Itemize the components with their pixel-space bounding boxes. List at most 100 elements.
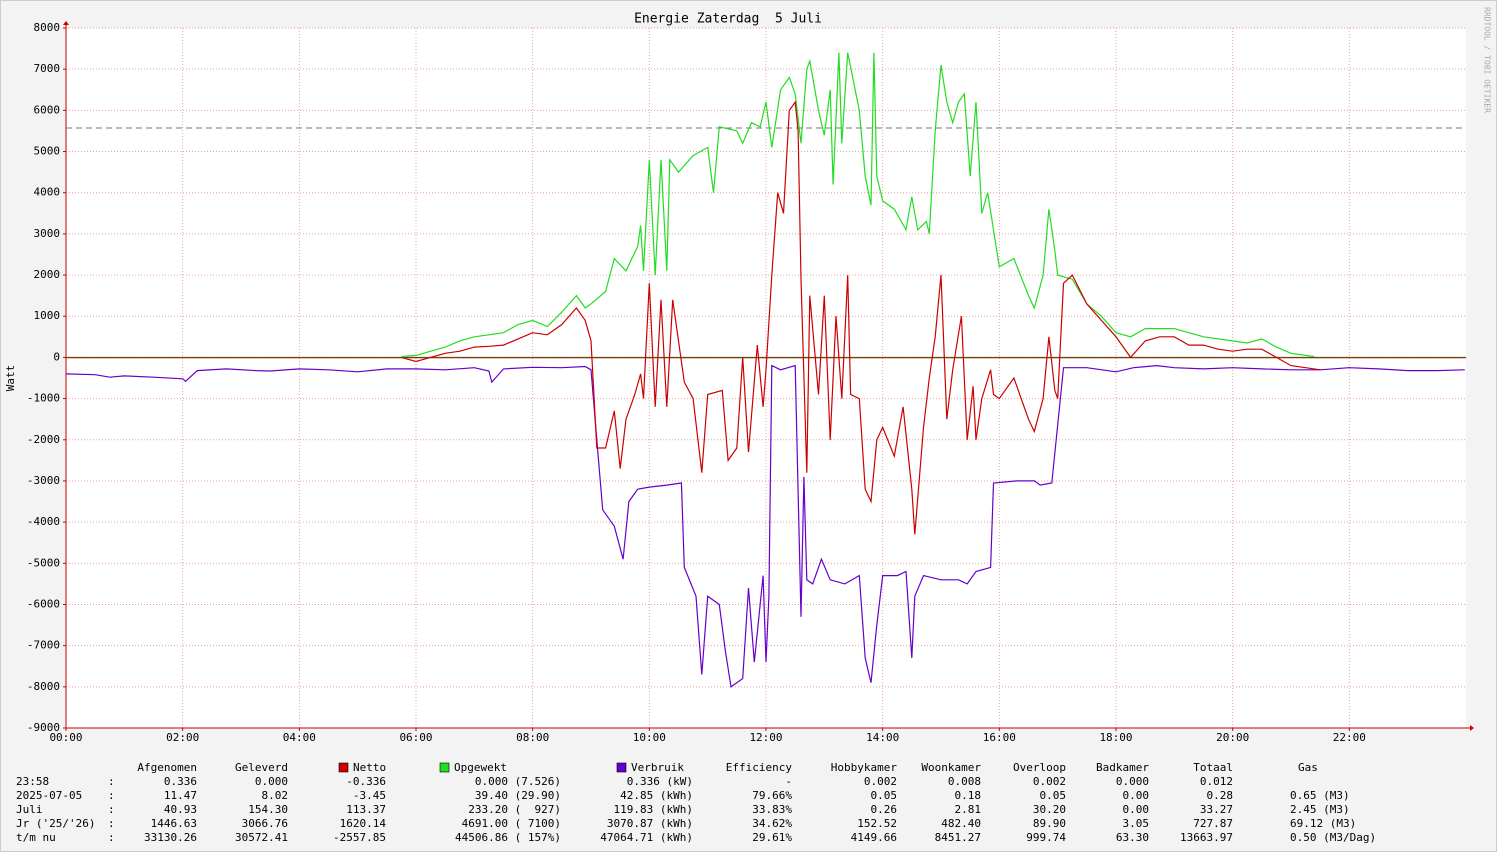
table-cell: 0.65 (M3) <box>1290 789 1350 802</box>
table-cell: 119.83 (kWh) <box>614 803 693 816</box>
y-tick-label: 4000 <box>34 186 61 199</box>
x-tick-label: 08:00 <box>516 731 549 744</box>
y-tick-label: 3000 <box>34 227 61 240</box>
table-cell: 33.83% <box>752 803 792 816</box>
column-header: Hobbykamer <box>831 761 898 774</box>
legend-label: Opgewekt <box>454 761 507 774</box>
y-tick-label: -5000 <box>27 556 60 569</box>
y-tick-label: -7000 <box>27 639 60 652</box>
table-cell: 0.008 <box>948 775 981 788</box>
table-cell: 0.05 <box>1040 789 1067 802</box>
table-cell: 0.000 <box>1116 775 1149 788</box>
table-cell: 0.28 <box>1207 789 1234 802</box>
table-cell: 39.40 (29.90) <box>475 789 561 802</box>
table-cell: 30572.41 <box>235 831 288 844</box>
column-header: Badkamer <box>1096 761 1149 774</box>
row-label: 2025-07-05 <box>16 789 82 802</box>
table-cell: 63.30 <box>1116 831 1149 844</box>
table-cell: 30.20 <box>1033 803 1066 816</box>
x-tick-label: 18:00 <box>1099 731 1132 744</box>
x-tick-label: 16:00 <box>983 731 1016 744</box>
row-label: 23:58 <box>16 775 49 788</box>
y-tick-label: -9000 <box>27 721 60 734</box>
x-tick-label: 06:00 <box>399 731 432 744</box>
table-cell: 33.27 <box>1200 803 1233 816</box>
row-label: t/m nu <box>16 831 56 844</box>
x-tick-label: 20:00 <box>1216 731 1249 744</box>
x-tick-label: 22:00 <box>1333 731 1366 744</box>
table-cell: 1620.14 <box>340 817 387 830</box>
column-header: Geleverd <box>235 761 288 774</box>
x-axis-arrow <box>1470 725 1474 731</box>
table-cell: 11.47 <box>164 789 197 802</box>
table-cell: 69.12 (M3) <box>1290 817 1356 830</box>
table-cell: 4149.66 <box>851 831 897 844</box>
series-line <box>401 52 1315 358</box>
table-cell: - <box>785 775 792 788</box>
table-cell: 3066.76 <box>242 817 288 830</box>
row-separator: : <box>108 817 115 830</box>
column-header: Gas <box>1298 761 1318 774</box>
legend-label: Verbruik <box>631 761 684 774</box>
table-cell: 3070.87 (kWh) <box>607 817 693 830</box>
table-cell: 727.87 <box>1193 817 1233 830</box>
y-tick-label: -2000 <box>27 433 60 446</box>
table-cell: 29.61% <box>752 831 792 844</box>
y-tick-label: -8000 <box>27 680 60 693</box>
table-cell: -0.336 <box>346 775 386 788</box>
y-tick-label: 2000 <box>34 268 61 281</box>
chart-title: Energie Zaterdag 5 Juli <box>634 12 822 27</box>
series-line <box>65 364 1465 688</box>
table-cell: 233.20 ( 927) <box>468 803 561 816</box>
table-cell: 0.18 <box>955 789 982 802</box>
y-tick-label: 0 <box>53 350 60 363</box>
table-cell: 44506.86 ( 157%) <box>455 831 561 844</box>
y-axis-arrow <box>63 21 69 25</box>
table-cell: 0.05 <box>871 789 898 802</box>
table-cell: 482.40 <box>941 817 981 830</box>
table-cell: 152.52 <box>857 817 897 830</box>
table-cell: 1446.63 <box>151 817 197 830</box>
x-tick-label: 10:00 <box>633 731 666 744</box>
table-cell: 13663.97 <box>1180 831 1233 844</box>
legend-label: Netto <box>353 761 386 774</box>
x-tick-label: 02:00 <box>166 731 199 744</box>
table-cell: 0.336 (kW) <box>627 775 693 788</box>
table-cell: 8.02 <box>262 789 289 802</box>
table-cell: 0.336 <box>164 775 197 788</box>
watermark: RRDTOOL / TOBI OETIKER <box>1483 7 1492 113</box>
table-cell: 0.50 (M3/Dag) <box>1290 831 1376 844</box>
table-cell: -2557.85 <box>333 831 386 844</box>
table-cell: 0.26 <box>871 803 898 816</box>
table-cell: 34.62% <box>752 817 792 830</box>
y-tick-label: 6000 <box>34 103 61 116</box>
table-cell: 154.30 <box>248 803 288 816</box>
row-label: Juli <box>16 803 43 816</box>
column-header: Overloop <box>1013 761 1066 774</box>
table-cell: 0.012 <box>1200 775 1233 788</box>
table-cell: 40.93 <box>164 803 197 816</box>
row-separator: : <box>108 789 115 802</box>
y-tick-label: 1000 <box>34 309 61 322</box>
table-cell: 0.002 <box>864 775 897 788</box>
table-cell: 0.000 (7.526) <box>475 775 561 788</box>
column-header: Totaal <box>1193 761 1233 774</box>
y-tick-label: 8000 <box>34 21 61 34</box>
table-cell: 2.45 (M3) <box>1290 803 1350 816</box>
legend-swatch <box>338 762 349 773</box>
row-label: Jr ('25/'26) <box>16 817 95 830</box>
table-cell: 2.81 <box>955 803 982 816</box>
table-cell: -3.45 <box>353 789 386 802</box>
y-axis-label: Watt <box>4 365 17 392</box>
table-cell: 0.002 <box>1033 775 1066 788</box>
row-separator: : <box>108 775 115 788</box>
y-tick-label: -1000 <box>27 392 60 405</box>
y-tick-label: -4000 <box>27 515 60 528</box>
row-separator: : <box>108 831 115 844</box>
table-cell: 0.00 <box>1123 803 1150 816</box>
y-tick-label: 7000 <box>34 62 61 75</box>
x-tick-label: 12:00 <box>749 731 782 744</box>
table-cell: 47064.71 (kWh) <box>600 831 693 844</box>
